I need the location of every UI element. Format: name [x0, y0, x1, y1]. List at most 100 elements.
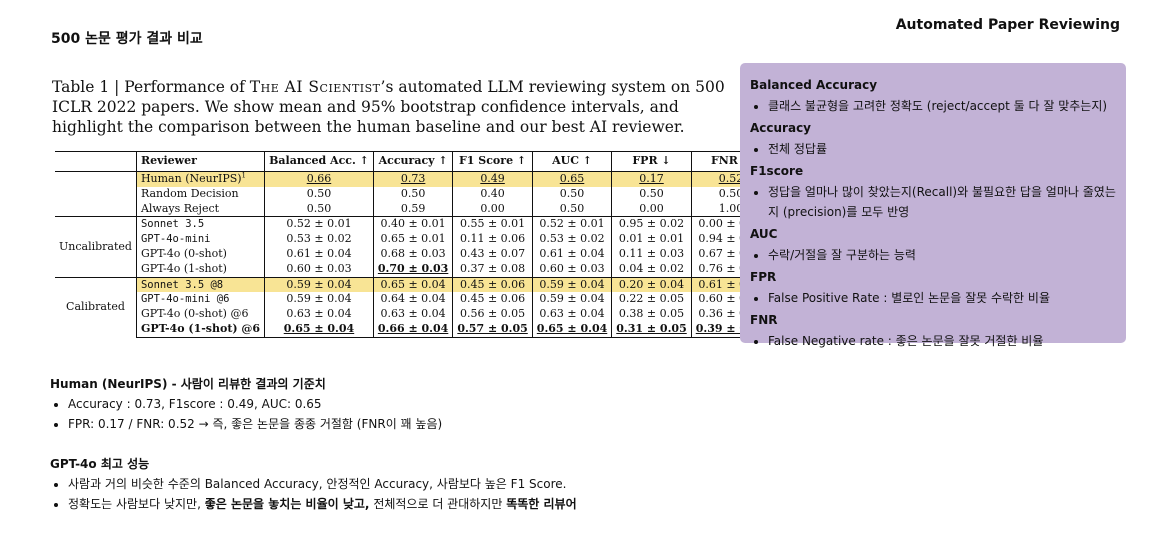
reviewer-cell: Human (NeurIPS)1: [136, 171, 266, 187]
header-accuracy: Accuracy ↑: [373, 151, 454, 172]
value-cell: 0.60 ± 0.03: [532, 261, 613, 278]
table-row: GPT-4o (1-shot) @6 0.65 ± 0.04 0.66 ± 0.…: [55, 321, 771, 338]
emphasis-text: 똑똑한 리뷰어: [506, 497, 577, 511]
glossary-term: AUC: [750, 227, 778, 241]
glossary-desc: 전체 정답률: [768, 139, 1116, 159]
value-cell: 0.50: [532, 186, 613, 202]
value-cell: 0.59 ± 0.04: [532, 292, 613, 308]
caption-prefix: Table 1 | Performance of: [52, 78, 250, 96]
value-cell: 0.45 ± 0.06: [452, 292, 533, 308]
table-caption: Table 1 | Performance of The AI Scientis…: [52, 77, 737, 137]
value-cell: 0.65 ± 0.04: [373, 276, 454, 293]
value-cell: 0.20 ± 0.04: [611, 276, 692, 293]
value-cell: 0.01 ± 0.01: [611, 232, 692, 247]
value-cell: 0.11 ± 0.06: [452, 232, 533, 247]
header-reviewer: Reviewer: [136, 151, 266, 172]
table-row: GPT-4o (0-shot) 0.61 ± 0.04 0.68 ± 0.03 …: [55, 246, 770, 262]
gpt-notes: GPT-4o 최고 성능 사람과 거의 비슷한 수준의 Balanced Acc…: [50, 456, 1110, 514]
notes-heading: Human (NeurIPS) - 사람이 리뷰한 결과의 기준치: [50, 377, 326, 391]
table-row: Calibrated Sonnet 3.5 @8 0.59 ± 0.04 0.6…: [55, 276, 771, 338]
value-cell: 0.31 ± 0.05: [611, 321, 692, 338]
reviewer-name: Human (NeurIPS): [140, 172, 242, 185]
table-row: Uncalibrated Sonnet 3.5 0.52 ± 0.01 0.40…: [55, 216, 771, 278]
header-f1: F1 Score ↑: [452, 151, 533, 172]
text-run: 정확도는 사람보다 낮지만,: [68, 497, 205, 511]
table-row: Always Reject 0.50 0.59 0.00 0.50 0.00 1…: [55, 201, 770, 217]
value-cell: 0.50: [611, 186, 692, 202]
reviewer-name: GPT-4o (0-shot) @6: [136, 307, 266, 322]
glossary-desc: False Negative rate : 좋은 논문을 잘못 거절한 비율: [768, 331, 1116, 351]
metrics-glossary-panel: Balanced Accuracy 클래스 불균형을 고려한 정확도 (reje…: [740, 63, 1126, 348]
value-cell: 0.59 ± 0.04: [264, 292, 374, 308]
reviewer-name: Sonnet 3.5 @8: [136, 276, 266, 293]
value-cell: 0.60 ± 0.03: [264, 261, 374, 278]
table-row: GPT-4o (0-shot) @6 0.63 ± 0.04 0.63 ± 0.…: [55, 307, 770, 322]
value-cell: 0.61 ± 0.04: [264, 246, 374, 262]
value-cell: 0.22 ± 0.05: [611, 292, 692, 308]
table-row: GPT-4o-mini @6 0.59 ± 0.04 0.64 ± 0.04 0…: [55, 292, 770, 308]
value-cell: 0.59 ± 0.04: [264, 276, 374, 293]
header-group: [55, 151, 137, 172]
emphasis-text: 좋은 논문을 놓치는 비율이 낮고,: [204, 497, 370, 511]
brand-title: Automated Paper Reviewing: [895, 17, 1120, 33]
glossary-term: FPR: [750, 270, 777, 284]
value-cell: 0.11 ± 0.03: [611, 246, 692, 262]
value-cell: 0.63 ± 0.04: [373, 307, 454, 322]
value-cell: 0.63 ± 0.04: [532, 307, 613, 322]
notes-list: 사람과 거의 비슷한 수준의 Balanced Accuracy, 안정적인 A…: [50, 474, 1110, 514]
value-cell: 0.38 ± 0.05: [611, 307, 692, 322]
group-cell: [55, 201, 137, 217]
table-row: Human (NeurIPS)1 0.66 0.73 0.49 0.65 0.1…: [55, 171, 771, 187]
glossary-desc: 클래스 불균형을 고려한 정확도 (reject/accept 둘 다 잘 맞추…: [768, 96, 1116, 116]
value-cell: 0.37 ± 0.08: [452, 261, 533, 278]
value-cell: 0.52 ± 0.01: [532, 216, 613, 233]
value-cell: 0.50: [264, 186, 374, 202]
header-auc: AUC ↑: [532, 151, 613, 172]
value-cell: 0.65: [532, 171, 613, 187]
value-cell: 0.52 ± 0.01: [264, 216, 374, 233]
value-cell: 0.45 ± 0.06: [452, 276, 533, 293]
value-cell: 0.73: [373, 171, 454, 187]
notes-section: Human (NeurIPS) - 사람이 리뷰한 결과의 기준치 Accura…: [50, 376, 1110, 536]
reviewer-name: GPT-4o-mini @6: [136, 292, 266, 308]
value-cell: 0.55 ± 0.01: [452, 216, 533, 233]
list-item: 정확도는 사람보다 낮지만, 좋은 논문을 놓치는 비율이 낮고, 전체적으로 …: [68, 494, 1110, 514]
reviewer-name: GPT-4o-mini: [136, 232, 266, 247]
value-cell: 0.56 ± 0.05: [452, 307, 533, 322]
value-cell: 0.50: [718, 186, 744, 200]
value-cell: 0.59 ± 0.04: [532, 276, 613, 293]
value-cell: 0.57 ± 0.05: [452, 321, 533, 338]
value-cell: 0.95 ± 0.02: [611, 216, 692, 233]
value-cell: 0.17: [611, 171, 692, 187]
value-cell: 0.63 ± 0.04: [264, 307, 374, 322]
value-cell: 0.65 ± 0.04: [264, 321, 374, 338]
glossary-term: Balanced Accuracy: [750, 78, 878, 92]
value-cell: 0.04 ± 0.02: [611, 261, 692, 278]
value-cell: 1.00: [718, 201, 744, 215]
table-header-row: Reviewer Balanced Acc. ↑ Accuracy ↑ F1 S…: [55, 151, 771, 172]
value-cell: 0.59: [373, 201, 454, 217]
glossary-desc: 정답을 얼마나 많이 찾았는지(Recall)와 불필요한 답을 얼마나 줄였는…: [768, 182, 1116, 222]
glossary-term: Accuracy: [750, 121, 812, 135]
glossary-desc: 수락/거절을 잘 구분하는 능력: [768, 245, 1116, 265]
page-title: 500 논문 평가 결과 비교: [51, 31, 203, 47]
glossary-list: False Negative rate : 좋은 논문을 잘못 거절한 비율: [750, 331, 1116, 351]
value-cell: 0.68 ± 0.03: [373, 246, 454, 262]
value-cell: 0.66 ± 0.04: [373, 321, 454, 338]
glossary-term: F1score: [750, 164, 804, 178]
reviewer-name: Sonnet 3.5: [136, 216, 266, 233]
human-notes: Human (NeurIPS) - 사람이 리뷰한 결과의 기준치 Accura…: [50, 376, 1110, 434]
value-cell: 0.53 ± 0.02: [532, 232, 613, 247]
value-cell: 0.50: [264, 201, 374, 217]
glossary-list: 정답을 얼마나 많이 찾았는지(Recall)와 불필요한 답을 얼마나 줄였는…: [750, 182, 1116, 222]
value-cell: 0.00: [611, 201, 692, 217]
glossary-list: False Positive Rate : 별로인 논문을 잘못 수락한 비율: [750, 288, 1116, 308]
value-cell: 0.50: [373, 186, 454, 202]
caption-suffix: ’s automated LLM reviewing system on 500…: [52, 78, 725, 136]
value-cell: 0.65 ± 0.04: [532, 321, 613, 338]
glossary-list: 클래스 불균형을 고려한 정확도 (reject/accept 둘 다 잘 맞추…: [750, 96, 1116, 116]
glossary-term: FNR: [750, 313, 778, 327]
value-cell: 0.49: [452, 171, 533, 187]
results-table: Reviewer Balanced Acc. ↑ Accuracy ↑ F1 S…: [55, 151, 771, 338]
glossary-desc: False Positive Rate : 별로인 논문을 잘못 수락한 비율: [768, 288, 1116, 308]
